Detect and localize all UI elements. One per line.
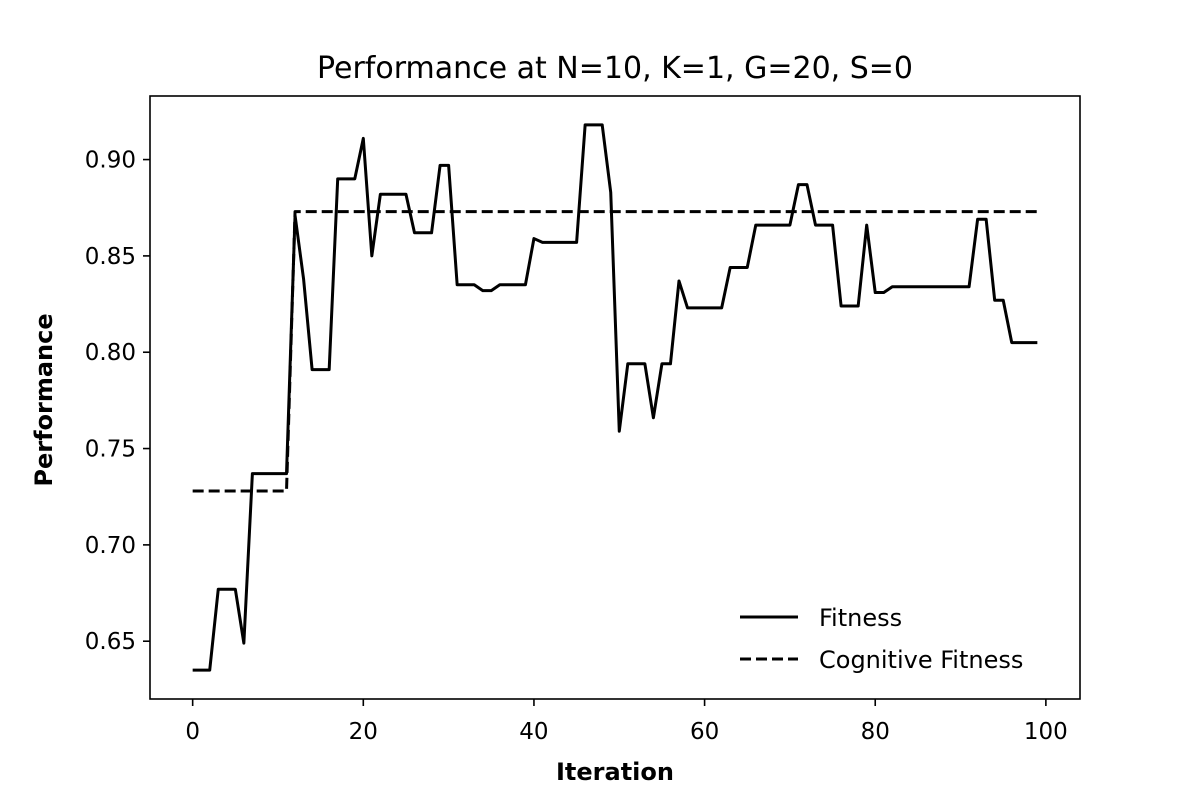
x-axis-label: Iteration <box>556 758 674 786</box>
y-axis: 0.65 0.70 0.75 0.80 0.85 0.90 <box>85 148 150 655</box>
series-layer <box>192 123 1038 672</box>
legend-label-fitness: Fitness <box>819 604 902 632</box>
x-tick-label: 20 <box>349 719 378 745</box>
y-tick-label: 0.70 <box>85 533 136 559</box>
series-line-fitness <box>192 123 1038 672</box>
y-tick-label: 0.90 <box>85 148 136 174</box>
x-tick-label: 40 <box>519 719 548 745</box>
chart-title: Performance at N=10, K=1, G=20, S=0 <box>317 51 913 86</box>
y-tick-label: 0.75 <box>85 437 136 463</box>
x-axis: 0 20 40 60 80 100 <box>185 699 1068 745</box>
y-tick-label: 0.65 <box>85 629 136 655</box>
y-tick-label: 0.85 <box>85 244 136 270</box>
x-tick-label: 100 <box>1024 719 1068 745</box>
x-tick-label: 60 <box>690 719 719 745</box>
y-axis-label: Performance <box>30 313 58 486</box>
x-tick-label: 0 <box>185 719 200 745</box>
legend-label-cognitive-fitness: Cognitive Fitness <box>819 646 1023 674</box>
legend: Fitness Cognitive Fitness <box>740 604 1023 674</box>
y-tick-label: 0.80 <box>85 340 136 366</box>
series-line-cognitive-fitness <box>192 210 1038 493</box>
x-tick-label: 80 <box>861 719 890 745</box>
plot-frame <box>149 95 1081 700</box>
